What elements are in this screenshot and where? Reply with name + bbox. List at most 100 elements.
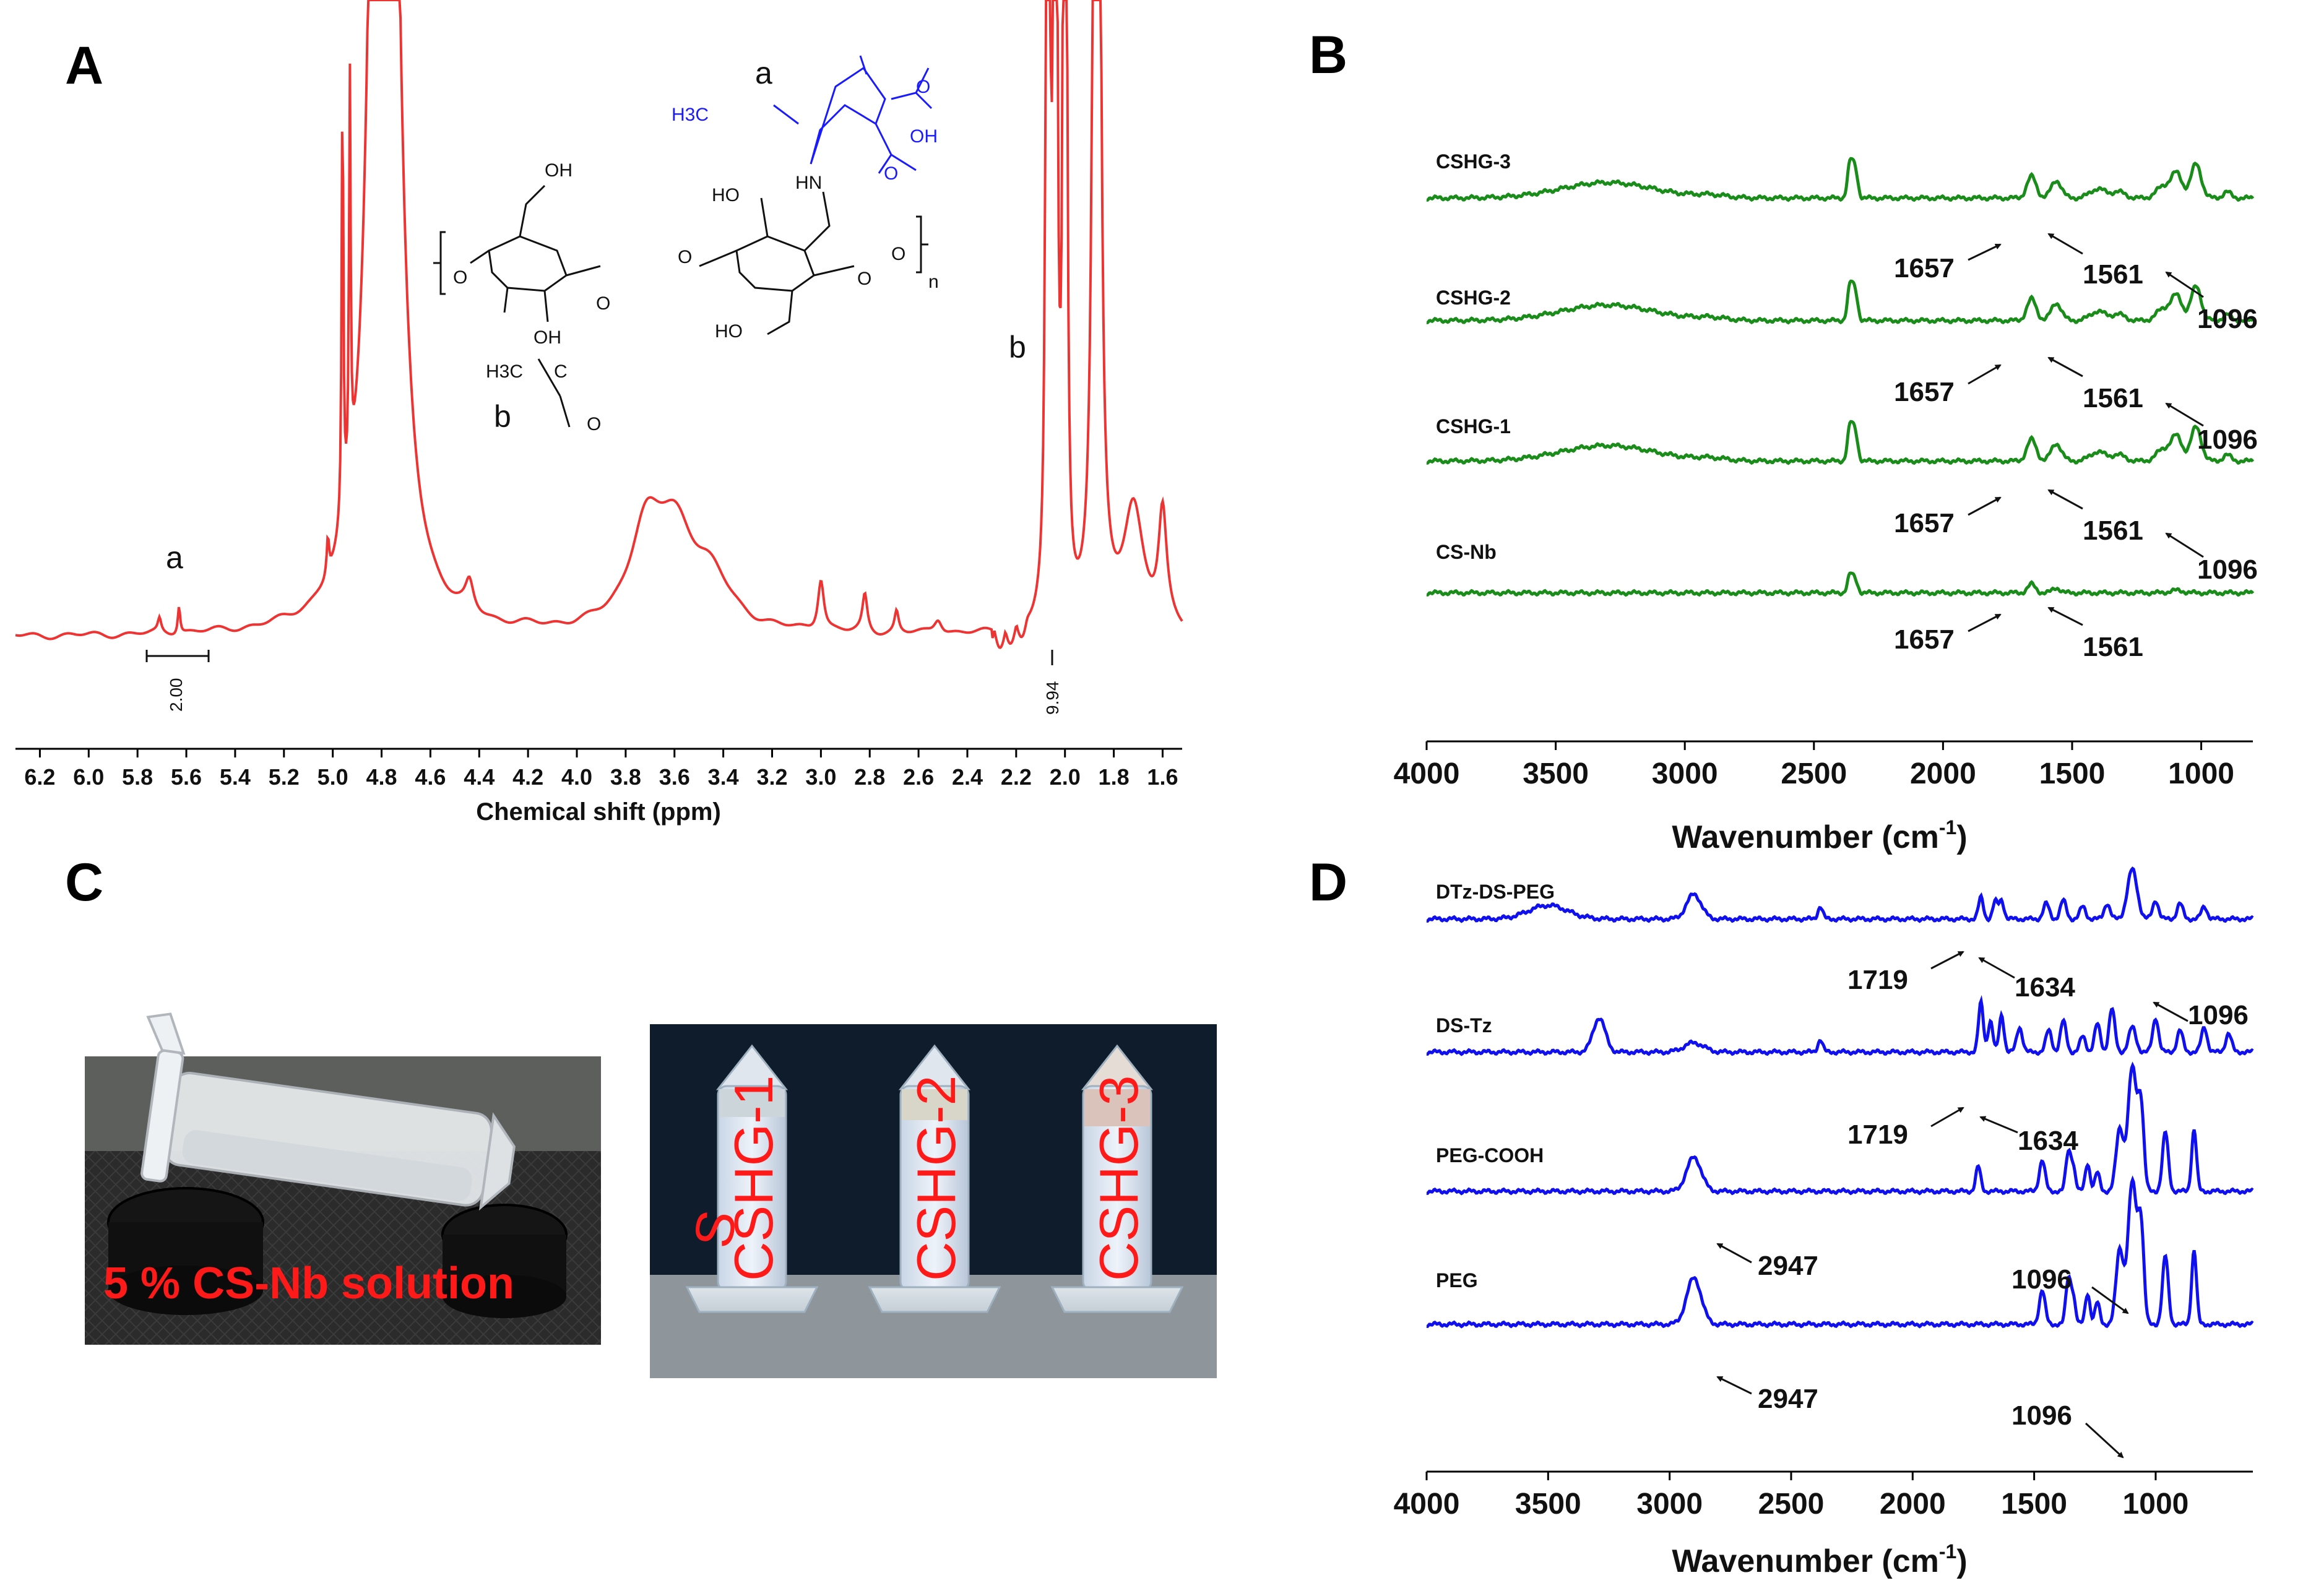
ftir-d-series-label-0: DTz-DS-PEG bbox=[1436, 881, 1555, 903]
nmr-tick-label-7: 4.8 bbox=[366, 764, 397, 790]
ftir-b-arrow-2-2 bbox=[2165, 532, 2204, 558]
ftir-b-tick-label-6: 1000 bbox=[2168, 757, 2234, 790]
ftir-b-series: CSHG-3 CSHG-2 CSHG-1 CS-Nb bbox=[1426, 150, 2255, 597]
nmr-x-ticks: 6.2 6.0 5.8 5.6 5.4 5.2 5.0 4.8 4.6 4.4 4.2 4.0 3.8 3… bbox=[24, 749, 1178, 790]
atom-oh-carboxyl: OH bbox=[910, 126, 938, 147]
ftir-d-series-label-1: DS-Tz bbox=[1436, 1014, 1492, 1037]
photo-cs-nb-solution: 5 % CS-Nb solution bbox=[85, 1012, 601, 1345]
structure-label-a: a bbox=[755, 56, 772, 90]
ftir-b-series-label-1: CSHG-2 bbox=[1436, 287, 1511, 309]
peak-label-b: b bbox=[1009, 330, 1026, 364]
atom-ho-top: HO bbox=[712, 185, 740, 205]
atom-o-link-right: O bbox=[891, 244, 905, 264]
nmr-integral-1: 2.00 bbox=[145, 650, 210, 712]
nmr-tick-label-11: 4.0 bbox=[561, 764, 592, 790]
nmr-tick-label-22: 1.8 bbox=[1099, 764, 1130, 790]
nmr-spectrum-line bbox=[15, 0, 1183, 649]
integral-value-b: 9.94 bbox=[1043, 681, 1062, 715]
panel-c: C 5 % CS-Nb solution bbox=[65, 853, 1217, 1378]
nmr-tick-label-10: 4.2 bbox=[512, 764, 543, 790]
ftir-d-tick-label-3: 2500 bbox=[1758, 1488, 1825, 1521]
nmr-tick-label-5: 5.2 bbox=[269, 764, 300, 790]
nmr-tick-label-21: 2.0 bbox=[1050, 764, 1081, 790]
ftir-d-peak-label-0-1: 1634 bbox=[2015, 972, 2075, 1003]
ftir-b-arrow-2-0 bbox=[1968, 496, 2002, 516]
ftir-d-peak-label-2-1: 1096 bbox=[2011, 1264, 2072, 1295]
integral-value-a: 2.00 bbox=[166, 678, 186, 712]
atom-o-ring-right: O bbox=[857, 269, 871, 289]
tube-label-cshg-1: CSHG-1 bbox=[723, 1076, 784, 1282]
ftir-b-peak-label-3-0: 1657 bbox=[1894, 624, 1955, 655]
nmr-tick-label-3: 5.6 bbox=[171, 764, 202, 790]
ftir-b-arrow-0-1 bbox=[2047, 233, 2083, 255]
atom-hn: HN bbox=[795, 173, 822, 193]
ftir-d-line-2 bbox=[1426, 1061, 2254, 1196]
tube-label-cshg-3: CSHG-3 bbox=[1088, 1076, 1149, 1282]
atom-o-ester: O bbox=[596, 293, 610, 314]
tube-cshg-3: CSHG-3 bbox=[1050, 1044, 1184, 1313]
photo-cshg-tubes: CSHG-1 S CSHG-2 CSHG-3 bbox=[650, 1024, 1217, 1378]
panel-b: B CSHG-3 CSHG-2 CSHG-1 CS-Nb 4000 3500 3000 25… bbox=[1309, 25, 2258, 855]
ftir-b-arrow-1-1 bbox=[2047, 356, 2083, 377]
nmr-tick-label-9: 4.4 bbox=[464, 764, 495, 790]
ftir-d-peak-label-0-0: 1719 bbox=[1847, 965, 1908, 995]
ftir-b-line-1 bbox=[1426, 279, 2255, 325]
ftir-b-annotations: 1657 1561 1096 1657 1561 1096 1657 1561 1096 1657… bbox=[1894, 233, 2258, 662]
nmr-tick-label-13: 3.6 bbox=[659, 764, 690, 790]
ftir-b-line-3 bbox=[1426, 571, 2255, 597]
nmr-tick-label-19: 2.4 bbox=[952, 764, 983, 790]
nmr-tick-label-20: 2.2 bbox=[1001, 764, 1032, 790]
ftir-b-tick-label-3: 2500 bbox=[1781, 757, 1847, 790]
ftir-d-tick-label-2: 3000 bbox=[1636, 1488, 1703, 1521]
nmr-x-axis-title: Chemical shift (ppm) bbox=[476, 798, 721, 826]
nmr-tick-label-16: 3.0 bbox=[805, 764, 836, 790]
ftir-d-arrow-2-0 bbox=[1716, 1243, 1752, 1264]
ftir-b-peak-label-2-0: 1657 bbox=[1894, 508, 1955, 538]
ftir-b-tick-label-2: 3000 bbox=[1652, 757, 1718, 790]
nmr-tick-label-17: 2.8 bbox=[854, 764, 885, 790]
nmr-tick-label-18: 2.6 bbox=[903, 764, 934, 790]
ftir-d-tick-label-6: 1000 bbox=[2123, 1488, 2189, 1521]
atom-o-acetyl: O bbox=[587, 414, 601, 434]
nmr-tick-label-23: 1.6 bbox=[1147, 764, 1178, 790]
ftir-b-peak-label-0-1: 1561 bbox=[2083, 259, 2143, 290]
ftir-b-arrow-0-2 bbox=[2165, 271, 2204, 298]
ftir-d-peak-label-3-1: 1096 bbox=[2011, 1400, 2072, 1431]
ftir-b-tick-label-5: 1500 bbox=[2039, 757, 2106, 790]
ftir-d-tick-label-5: 1500 bbox=[2001, 1488, 2067, 1521]
peak-label-a: a bbox=[166, 540, 183, 575]
atom-ho-bottom: HO bbox=[715, 321, 743, 342]
panel-letter-b: B bbox=[1309, 25, 1347, 85]
structure-label-b: b bbox=[494, 399, 511, 434]
nmr-tick-label-15: 3.2 bbox=[756, 764, 787, 790]
ftir-d-peak-label-3-0: 2947 bbox=[1758, 1384, 1818, 1414]
ftir-d-series: DTz-DS-PEG DS-Tz PEG-COOH PEG bbox=[1426, 866, 2254, 1329]
ftir-d-peak-label-1-0: 1719 bbox=[1847, 1119, 1908, 1150]
panel-letter-c: C bbox=[65, 853, 103, 912]
panel-a: A 6.2 6.0 5.8 5.6 5.4 5.2 5.0 4.8 4.6 4.4 4.2 4.0 3.… bbox=[15, 0, 1183, 826]
ftir-b-x-axis-title: Wavenumber (cm-1) bbox=[1672, 816, 1967, 855]
ftir-d-x-axis-title: Wavenumber (cm-1) bbox=[1672, 1540, 1967, 1579]
chitosan-norbornene-structure bbox=[433, 55, 933, 428]
ftir-b-tick-label-0: 4000 bbox=[1394, 757, 1460, 790]
ftir-d-line-3 bbox=[1426, 1175, 2254, 1329]
ftir-d-arrow-1-0 bbox=[1930, 1106, 1964, 1128]
ftir-b-peak-label-1-0: 1657 bbox=[1894, 377, 1955, 407]
ftir-d-arrow-2-1 bbox=[2091, 1286, 2129, 1314]
ftir-b-arrow-3-0 bbox=[1968, 613, 2002, 632]
nmr-tick-label-2: 5.8 bbox=[122, 764, 153, 790]
ftir-d-tick-label-4: 2000 bbox=[1880, 1488, 1946, 1521]
ftir-b-series-label-3: CS-Nb bbox=[1436, 541, 1497, 563]
caption-cs-nb-solution: 5 % CS-Nb solution bbox=[103, 1259, 514, 1308]
ftir-d-series-label-3: PEG bbox=[1436, 1269, 1478, 1292]
nmr-integral-2: 9.94 bbox=[1043, 650, 1062, 715]
ftir-b-line-2 bbox=[1426, 420, 2255, 465]
atom-c-acetyl: C bbox=[554, 361, 568, 382]
tube-horizontal bbox=[140, 1012, 516, 1211]
ftir-b-peak-label-0-0: 1657 bbox=[1894, 253, 1955, 283]
ftir-d-tick-label-0: 4000 bbox=[1394, 1488, 1460, 1521]
panel-letter-d: D bbox=[1309, 853, 1347, 912]
ftir-b-peak-label-1-2: 1096 bbox=[2197, 425, 2258, 455]
ftir-d-peak-label-1-1: 1634 bbox=[2018, 1126, 2078, 1156]
ftir-b-peak-label-1-1: 1561 bbox=[2083, 383, 2143, 413]
